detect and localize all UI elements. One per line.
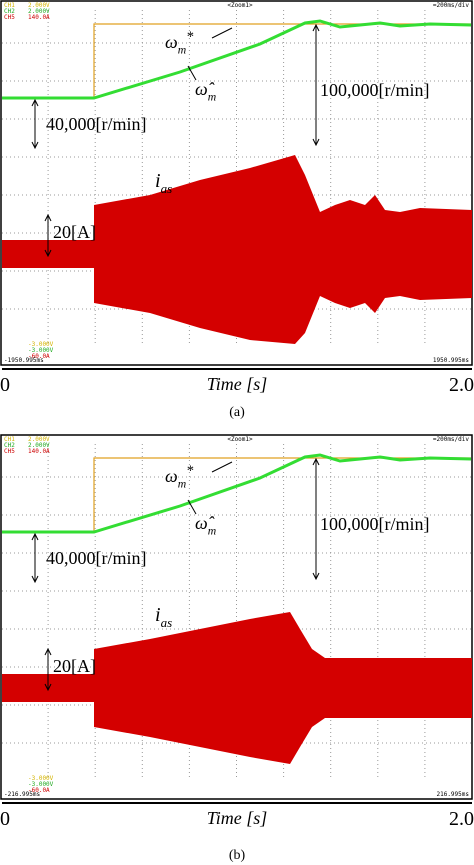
zoom-label: <Zoom1> xyxy=(227,2,253,9)
arrow-head xyxy=(312,138,320,147)
symbol: i xyxy=(155,604,161,626)
current-amp-label: 20[A] xyxy=(53,656,96,676)
pointer xyxy=(211,461,233,473)
subscript: m xyxy=(178,43,186,56)
subscript: m xyxy=(208,524,216,537)
channel-scale: 2.000V xyxy=(28,8,50,15)
channel-name: CH1 xyxy=(4,436,15,443)
caption: (b) xyxy=(229,848,246,863)
arrow-head xyxy=(44,249,52,258)
channel-scale: 2.000V xyxy=(28,442,50,449)
x-axis-label: Time [s] xyxy=(207,374,268,394)
panel: CH1 2.000V -3.000V CH2 2.000V -3.000V CH5 140.0… xyxy=(0,434,474,863)
x-tick-label: 0 xyxy=(0,374,10,396)
speed-est-trace xyxy=(2,453,472,534)
speed-ref-label: ωm* xyxy=(165,29,194,57)
current-label: ias xyxy=(155,604,172,630)
arrow-head xyxy=(312,457,320,466)
time-start: -216.995ms xyxy=(4,791,41,798)
x-tick-label: 0 xyxy=(0,808,10,830)
arrow-head xyxy=(44,213,52,222)
channel-offset: -3.000V xyxy=(28,781,54,788)
symbol: ω xyxy=(165,466,178,486)
channel-name: CH5 xyxy=(4,448,15,455)
superscript: * xyxy=(186,29,194,45)
current-label: ias xyxy=(155,170,172,196)
subscript: m xyxy=(178,477,186,490)
arrow-head xyxy=(312,23,320,32)
speed-ref-label: ωm* xyxy=(165,463,194,491)
zoom-label: <Zoom1> xyxy=(227,436,253,443)
pointer xyxy=(187,65,197,81)
speed-step-label: 100,000[r/min] xyxy=(320,514,430,534)
subscript: m xyxy=(208,90,216,103)
arrow-head xyxy=(31,98,39,107)
channel-scale: 140.0A xyxy=(28,448,50,455)
caption: (a) xyxy=(229,405,245,420)
current-amp-label: 20[A] xyxy=(53,222,96,242)
pointer xyxy=(187,499,197,515)
x-tick-label: 2.0 xyxy=(449,808,474,830)
channel-scale: 2.000V xyxy=(28,2,50,9)
timebase: =200ms/div xyxy=(433,2,470,9)
speed-init-label: 40,000[r/min] xyxy=(46,548,147,568)
channel-name: CH5 xyxy=(4,14,15,21)
arrow-head xyxy=(312,572,320,581)
channel-offset: -60.0A xyxy=(28,787,50,794)
subscript: as xyxy=(161,181,173,196)
channel-scale: 2.000V xyxy=(28,436,50,443)
channel-name: CH2 xyxy=(4,8,15,15)
current-trace xyxy=(2,155,472,344)
time-end: 1950.995ms xyxy=(433,357,470,364)
channel-offset: -3.000V xyxy=(28,775,54,782)
x-axis-label: Time [s] xyxy=(207,808,268,828)
x-tick-label: 2.0 xyxy=(449,374,474,396)
channel-offset: -3.000V xyxy=(28,341,54,348)
symbol: ω xyxy=(165,32,178,52)
channel-name: CH1 xyxy=(4,2,15,9)
speed-init-label: 40,000[r/min] xyxy=(46,114,147,134)
timebase: =200ms/div xyxy=(433,436,470,443)
channel-scale: 140.0A xyxy=(28,14,50,21)
arrow-head xyxy=(31,141,39,150)
arrow-head xyxy=(31,575,39,584)
current-trace xyxy=(2,612,472,764)
arrow-head xyxy=(44,647,52,656)
pointer xyxy=(211,27,233,39)
arrow-head xyxy=(31,532,39,541)
channel-name: CH2 xyxy=(4,442,15,449)
channel-offset: -60.0A xyxy=(28,353,50,360)
panel: CH1 2.000V -3.000V CH2 2.000V -3.000V CH5 140.0… xyxy=(0,0,474,420)
arrow-head xyxy=(44,683,52,692)
speed-est-trace xyxy=(2,19,472,100)
time-start: -1950.995ms xyxy=(4,357,44,364)
time-end: 216.995ms xyxy=(436,791,469,798)
channel-offset: -3.000V xyxy=(28,347,54,354)
symbol: i xyxy=(155,170,161,192)
speed-step-label: 100,000[r/min] xyxy=(320,80,430,100)
subscript: as xyxy=(161,615,173,630)
superscript: * xyxy=(186,463,194,479)
